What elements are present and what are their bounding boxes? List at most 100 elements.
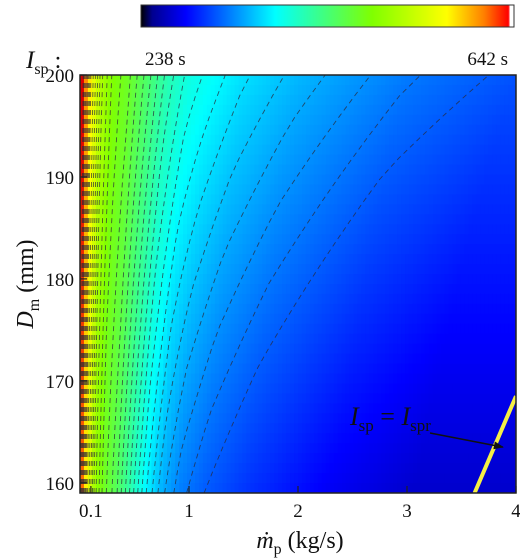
field-cell bbox=[373, 144, 378, 156]
field-cell bbox=[341, 403, 347, 414]
field-cell bbox=[115, 164, 121, 176]
field-cell bbox=[147, 453, 152, 464]
field-cell bbox=[206, 463, 212, 474]
field-cell bbox=[452, 343, 458, 355]
field-cell bbox=[488, 264, 493, 275]
field-cell bbox=[171, 463, 176, 474]
field-cell bbox=[389, 403, 394, 414]
field-cell bbox=[377, 343, 382, 355]
field-cell bbox=[325, 433, 331, 444]
field-cell bbox=[448, 463, 454, 474]
field-cell bbox=[405, 473, 410, 484]
field-cell bbox=[496, 264, 501, 275]
field-cell bbox=[341, 184, 347, 196]
field-cell bbox=[500, 204, 505, 215]
field-cell bbox=[131, 473, 137, 484]
field-cell bbox=[127, 194, 133, 205]
field-cell bbox=[99, 383, 105, 395]
field-cell bbox=[337, 234, 343, 245]
field-cell bbox=[480, 114, 485, 126]
field-cell bbox=[298, 363, 303, 375]
field-cell bbox=[266, 443, 271, 454]
field-cell bbox=[321, 433, 327, 444]
field-cell bbox=[349, 244, 355, 255]
field-cell bbox=[274, 94, 279, 106]
field-cell bbox=[143, 333, 148, 345]
field-cell bbox=[294, 174, 299, 186]
field-cell bbox=[484, 373, 489, 385]
field-cell bbox=[369, 204, 374, 215]
field-cell bbox=[345, 204, 351, 215]
field-cell bbox=[301, 234, 307, 245]
field-cell bbox=[246, 224, 252, 235]
field-cell bbox=[127, 463, 133, 474]
field-cell bbox=[179, 393, 184, 405]
field-cell bbox=[135, 453, 141, 464]
field-cell bbox=[456, 184, 462, 196]
field-cell bbox=[365, 293, 370, 305]
field-cell bbox=[357, 154, 363, 166]
field-cell bbox=[290, 194, 295, 205]
field-cell bbox=[452, 423, 458, 434]
field-cell bbox=[115, 134, 121, 146]
field-cell bbox=[218, 75, 224, 86]
field-cell bbox=[250, 75, 255, 86]
field-cell bbox=[95, 284, 101, 295]
field-cell bbox=[202, 353, 208, 365]
field-cell bbox=[472, 234, 477, 245]
field-cell bbox=[175, 75, 180, 86]
field-cell bbox=[369, 254, 374, 265]
field-cell bbox=[357, 204, 363, 215]
field-cell bbox=[159, 483, 164, 493]
field-cell bbox=[365, 184, 370, 196]
field-cell bbox=[298, 104, 303, 116]
field-cell bbox=[317, 343, 323, 355]
field-cell bbox=[222, 403, 228, 414]
contour-line bbox=[129, 75, 165, 493]
field-cell bbox=[218, 453, 224, 464]
field-cell bbox=[341, 264, 347, 275]
field-cell bbox=[103, 154, 109, 166]
field-cell bbox=[127, 313, 133, 325]
field-cell bbox=[504, 75, 509, 86]
field-cell bbox=[361, 453, 366, 464]
field-cell bbox=[270, 373, 275, 385]
field-cell bbox=[190, 393, 196, 405]
field-cell bbox=[329, 433, 335, 444]
field-cell bbox=[198, 313, 204, 325]
field-cell bbox=[436, 164, 442, 176]
field-cell bbox=[298, 124, 303, 136]
field-cell bbox=[321, 224, 327, 235]
field-cell bbox=[80, 254, 85, 265]
field-cell bbox=[408, 224, 414, 235]
field-cell bbox=[428, 353, 434, 365]
field-cell bbox=[258, 204, 263, 215]
field-cell bbox=[365, 194, 370, 205]
field-cell bbox=[476, 433, 481, 444]
field-cell bbox=[238, 124, 244, 136]
field-cell bbox=[194, 114, 200, 126]
field-cell bbox=[135, 184, 141, 196]
field-cell bbox=[472, 264, 477, 275]
field-cell bbox=[389, 75, 394, 86]
field-cell bbox=[155, 483, 160, 493]
field-cell bbox=[194, 383, 200, 395]
field-cell bbox=[480, 433, 485, 444]
field-cell bbox=[381, 164, 386, 176]
field-cell bbox=[496, 293, 501, 305]
field-cell bbox=[405, 303, 410, 315]
field-cell bbox=[258, 284, 263, 295]
field-cell bbox=[282, 463, 287, 474]
field-cell bbox=[202, 134, 208, 146]
field-cell bbox=[115, 274, 121, 285]
field-cell bbox=[214, 194, 220, 205]
field-cell bbox=[274, 363, 279, 375]
field-cell bbox=[452, 373, 458, 385]
field-cell bbox=[262, 244, 267, 255]
field-cell bbox=[95, 84, 101, 96]
field-cell bbox=[500, 443, 505, 454]
field-cell bbox=[488, 303, 493, 315]
field-cell bbox=[163, 254, 168, 265]
field-cell bbox=[250, 383, 255, 395]
field-cell bbox=[278, 84, 283, 96]
